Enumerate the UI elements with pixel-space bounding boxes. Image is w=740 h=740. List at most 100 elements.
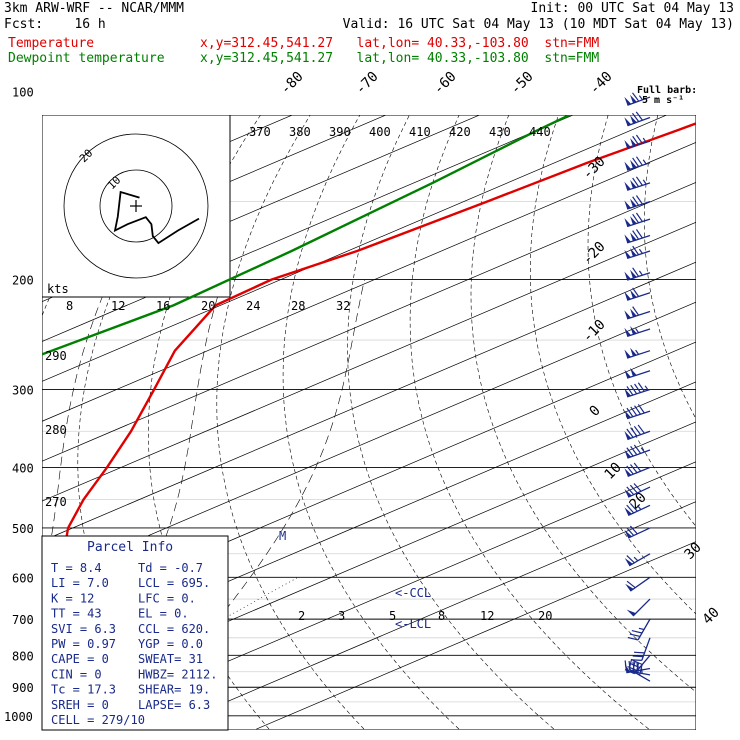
wind-barb	[624, 111, 651, 127]
barb-feather	[635, 176, 643, 186]
barb-half-feather	[640, 447, 645, 453]
barb-staff	[626, 370, 651, 379]
barb-feather	[633, 444, 642, 454]
pressure-tick-label: 1000	[4, 710, 33, 724]
barb-feather	[633, 462, 642, 472]
parcel-value: HWBZ= 2112.	[138, 667, 217, 681]
m-marker: M	[279, 529, 286, 543]
pressure-tick-label: 100	[12, 86, 34, 100]
barb-half-feather	[638, 270, 643, 276]
barb-flag	[624, 200, 631, 210]
dry-adiabat	[409, 115, 649, 730]
wind-barb	[626, 598, 651, 617]
parcel-value: LCL = 695.	[138, 576, 210, 590]
barb-half-feather	[633, 556, 639, 562]
barb-feather	[630, 464, 638, 474]
isotherm-line	[42, 301, 696, 582]
parcel-value: LAPSE= 6.3	[138, 698, 210, 712]
model-title: 3km ARW-WRF -- NCAR/MMM	[4, 1, 185, 16]
moist-adiabat	[125, 279, 365, 730]
dry-adiabat	[643, 115, 696, 420]
parcel-value: T = 8.4	[51, 561, 102, 575]
barb-flag	[624, 161, 631, 171]
wind-barb	[631, 637, 651, 661]
barb-flag	[630, 289, 637, 299]
barb-half-feather	[642, 137, 647, 143]
barb-staff	[629, 576, 651, 592]
barb-flag	[624, 388, 631, 397]
isotherm-label: 40	[700, 605, 723, 628]
dewpoint-legend: Dewpoint temperature	[8, 51, 165, 66]
barb-feather	[627, 665, 638, 672]
isotherm-label: 30	[682, 540, 705, 563]
barb-flag	[630, 115, 637, 124]
barb-flag	[624, 449, 632, 459]
barb-half-feather	[638, 627, 645, 631]
pressure-tick-label: 300	[12, 383, 34, 397]
dry-adiabat	[587, 115, 696, 527]
mixing-ratio-label: 20	[538, 609, 552, 623]
barb-feather	[629, 633, 641, 638]
barb-feather	[632, 213, 640, 224]
barb-feather	[632, 157, 640, 167]
mixing-ratio-label: 12	[480, 609, 494, 623]
parcel-value: TT = 43	[51, 607, 102, 621]
barb-half-feather	[638, 95, 643, 101]
barb-flag	[630, 325, 637, 335]
barb-feather	[626, 407, 634, 418]
wind-barb	[624, 462, 651, 478]
barb-flag	[624, 468, 632, 477]
isotherm-line	[42, 261, 696, 542]
barb-feather	[632, 245, 640, 256]
sounding-profiles	[42, 115, 696, 609]
barb-feather	[632, 177, 640, 187]
barb-flag	[630, 367, 637, 377]
dry-adiabat	[347, 115, 554, 730]
parcel-value: SREH = 0	[51, 698, 109, 712]
barb-feather	[626, 580, 636, 589]
barb-feather	[629, 662, 640, 669]
barb-flag	[624, 117, 632, 126]
wind-key-value: 5 m s⁻¹	[642, 95, 684, 106]
barb-feather	[630, 427, 638, 437]
theta-label: 400	[369, 125, 391, 139]
parcel-value: Td = -0.7	[138, 561, 203, 575]
hodograph-scale-label: 28	[291, 299, 305, 313]
barb-feather	[629, 525, 638, 535]
wind-barb	[624, 245, 651, 260]
wind-barb	[624, 92, 651, 106]
wind-barb	[624, 229, 651, 244]
barb-flag	[630, 138, 637, 147]
isotherm-line	[162, 501, 696, 730]
barb-feather	[633, 483, 642, 492]
barb-feather	[635, 134, 643, 144]
barb-flag	[630, 269, 637, 279]
isotherm-label: -60	[431, 69, 460, 98]
theta-label: 290	[45, 349, 67, 363]
ccl-marker: <-CCL	[395, 586, 431, 600]
wind-barb	[624, 654, 651, 675]
barb-feather	[632, 196, 640, 206]
barb-flag	[630, 308, 637, 318]
wind-barb	[624, 195, 651, 210]
hodograph-scale-label: 16	[156, 299, 170, 313]
isotherm-label: -80	[278, 69, 307, 98]
barb-flag	[624, 234, 631, 243]
temperature-location: x,y=312.45,541.27 lat,lon= 40.33,-103.80…	[200, 36, 600, 51]
barb-flag	[624, 529, 632, 539]
wind-barb	[624, 503, 651, 517]
barb-feather	[629, 503, 638, 512]
barb-flag	[626, 609, 636, 617]
hodograph-scale-label: 32	[336, 299, 350, 313]
parcel-value: CELL = 279/10	[51, 713, 145, 727]
forecast-hour: Fcst: 16 h	[4, 17, 106, 32]
isotherm-label: -30	[580, 154, 609, 183]
barb-feather	[632, 655, 644, 658]
barb-feather	[635, 111, 643, 121]
hodograph-ring	[63, 133, 209, 279]
hodograph-scale-label: 8	[66, 299, 73, 313]
barb-half-feather	[640, 668, 643, 674]
theta-label: 370	[249, 125, 271, 139]
